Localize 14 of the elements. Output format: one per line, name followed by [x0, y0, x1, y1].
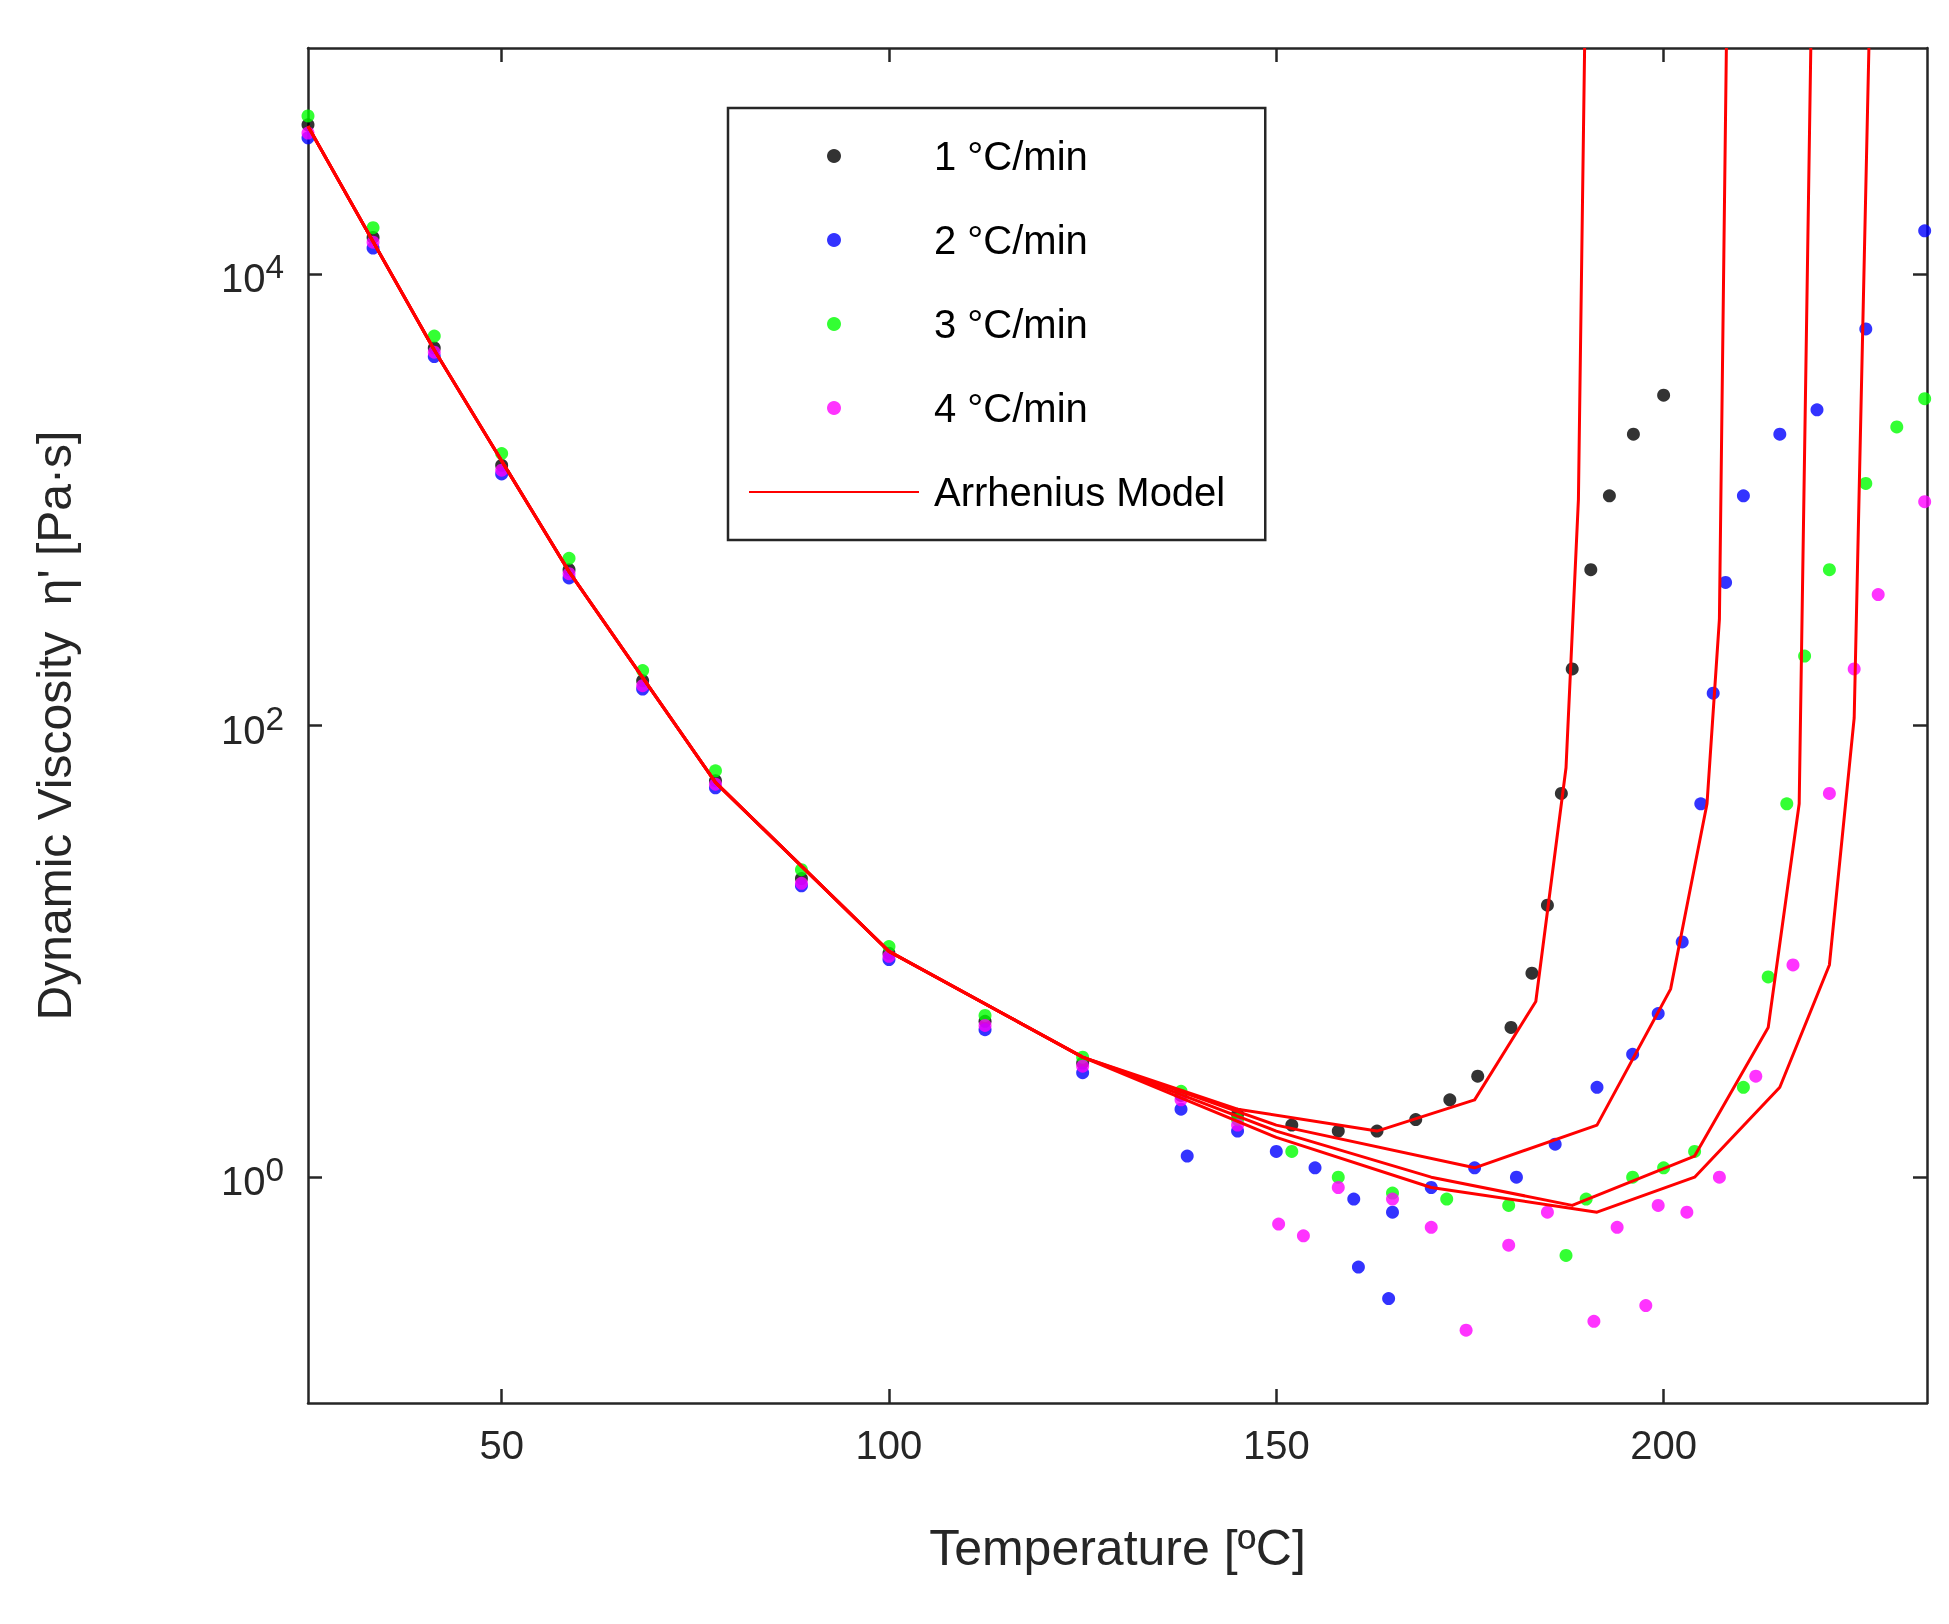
legend-label: Arrhenius Model: [934, 470, 1226, 514]
y-axis-title: Dynamic Viscosity η' [Pa·s]: [27, 430, 81, 1021]
y-tick-label: 10$^{2}$: [220, 699, 284, 752]
legend-label: 2 °C/min: [934, 218, 1088, 262]
y-tick-label: 10$^{4}$: [220, 247, 284, 300]
x-tick-label: 150: [1242, 1423, 1310, 1467]
y-tick-label: 10$^{0}$: [220, 1150, 284, 1204]
legend-label: 3 °C/min: [934, 302, 1088, 346]
x-tick-label: 200: [1630, 1423, 1697, 1467]
x-tick-label: 100: [855, 1423, 923, 1467]
legend-label: 4 °C/min: [934, 386, 1088, 430]
x-axis-title: Temperature [ºC]: [929, 1520, 1306, 1576]
legend-label: 1 °C/min: [934, 134, 1088, 178]
x-tick-label: 50: [479, 1423, 524, 1467]
